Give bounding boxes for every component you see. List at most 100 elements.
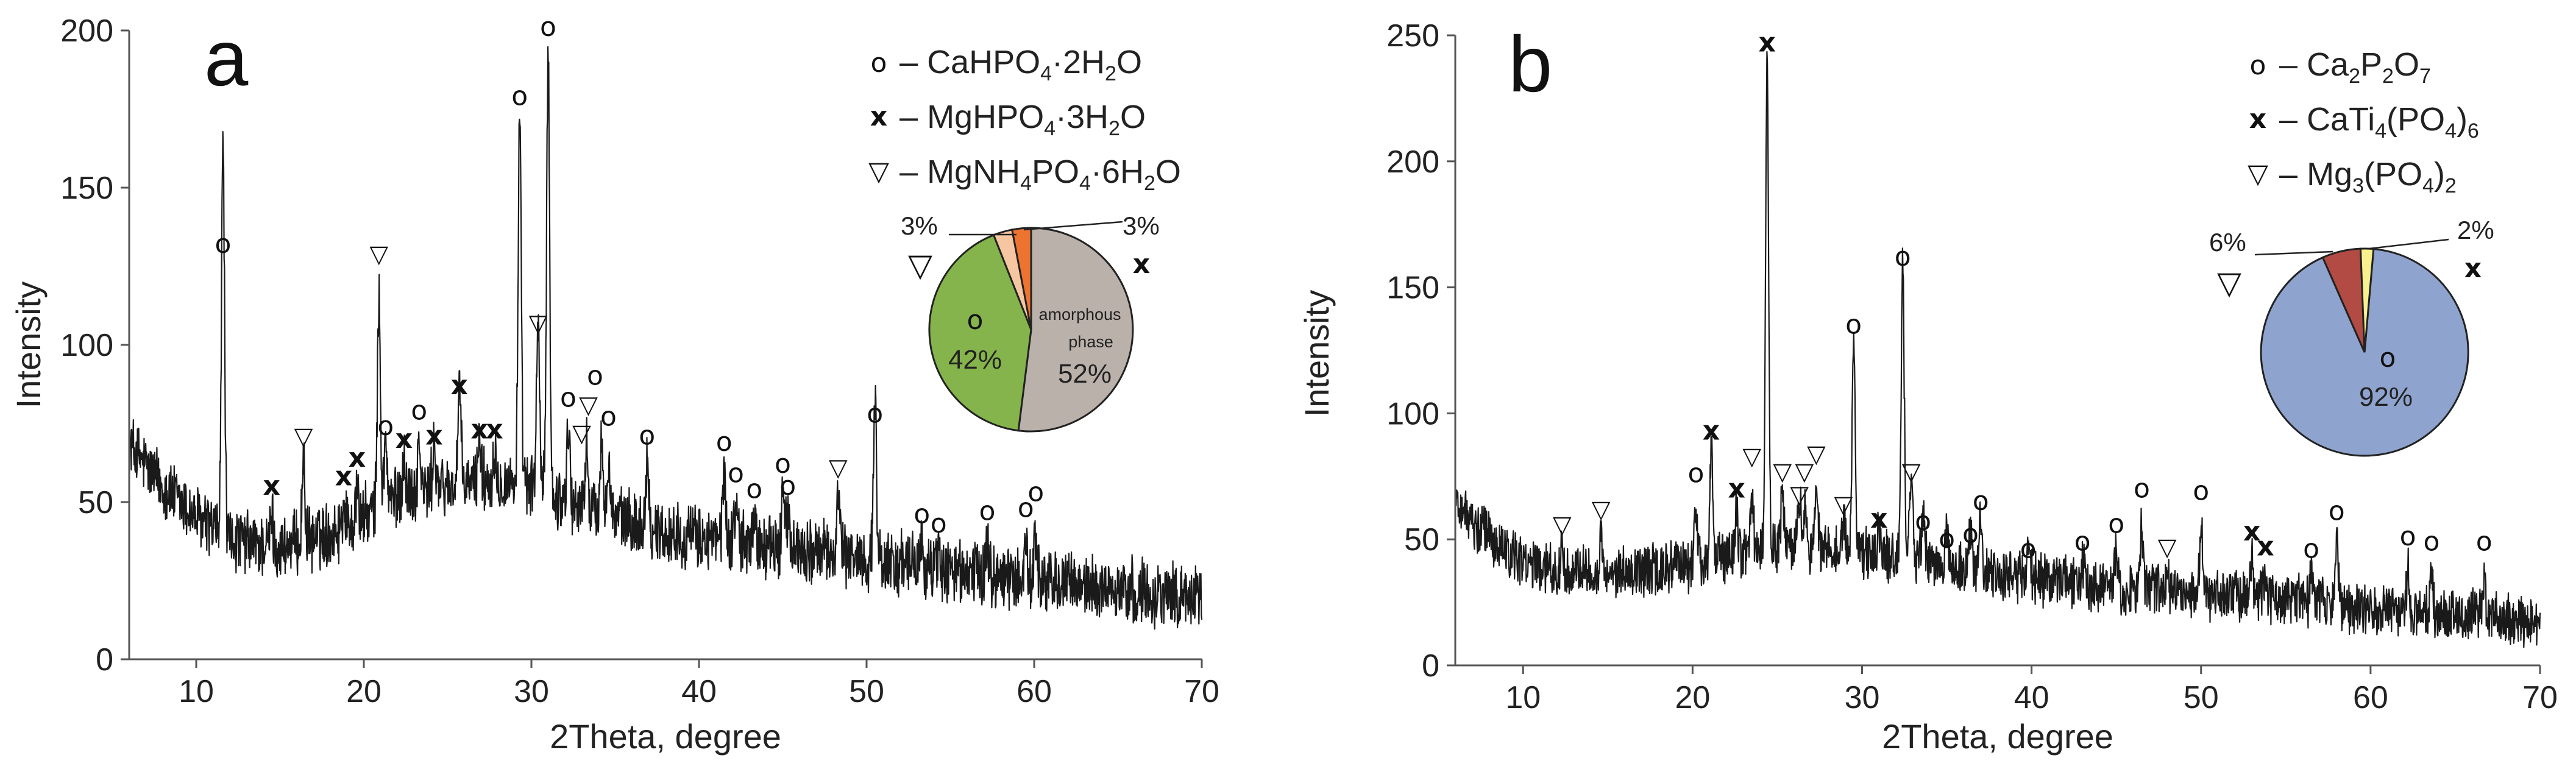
legend-a-symbol-2: x <box>870 101 887 132</box>
legend-a-symbol-3: ▽ <box>868 156 889 187</box>
legend-b-entry-3: ▽ – Mg3(PO4)2 <box>2248 156 2457 197</box>
y-ticks-a: 0 50 100 150 200 <box>60 13 129 678</box>
peak-marker-circle: o <box>914 499 930 530</box>
pie-chart-b <box>2260 247 2469 457</box>
peak-marker-circle: o <box>979 495 996 526</box>
legend-a-label-3: – MgNH4PO4·6H2O <box>899 154 1181 195</box>
x-ticks-b: 10 20 30 40 50 60 70 <box>1505 665 2558 715</box>
peak-marker-triangle: ▽ <box>1790 481 1809 509</box>
peak-marker-triangle: ▽ <box>572 419 591 447</box>
legend-b-label-3: – Mg3(PO4)2 <box>2279 156 2457 197</box>
peak-marker-triangle: ▽ <box>294 423 313 451</box>
x-tick-label: 70 <box>1184 674 1219 709</box>
peak-marker-circle: o <box>587 361 603 392</box>
pie-b-leader-left <box>2254 250 2333 256</box>
x-ticks-a: 10 20 30 40 50 60 70 <box>179 659 1219 709</box>
peak-marker-circle: o <box>560 383 577 414</box>
legend-b-symbol-2: x <box>2249 104 2266 135</box>
legend-b-symbol-3: ▽ <box>2248 158 2268 189</box>
x-tick-label: 30 <box>514 674 549 709</box>
y-tick-label: 50 <box>1404 522 1439 558</box>
x-tick-label: 60 <box>1017 674 1052 709</box>
peak-marker-cross: x <box>396 423 413 455</box>
peak-marker-triangle: ▽ <box>1807 441 1826 469</box>
pie-slice <box>1010 227 1032 330</box>
peak-marker-circle: o <box>1895 241 1911 272</box>
pie-a-leader-right <box>1023 221 1123 231</box>
peak-marker-cross: x <box>1728 473 1745 504</box>
peak-marker-circle: o <box>2193 476 2209 507</box>
pie-slice <box>1017 227 1134 433</box>
pie-a-left-pct: 3% <box>901 211 938 240</box>
pie-a-amorphous-pct: 52% <box>1058 359 1112 389</box>
legend-b-entry-2: x – CaTi4(PO4)6 <box>2249 101 2479 143</box>
pie-b-annotations: 6% 2% ▽ x o 92% <box>2209 216 2494 412</box>
pie-a-annotations: 3% 3% ▽ x amorphous phase 52% o 42% <box>901 211 1160 389</box>
peak-marker-circle: o <box>1018 492 1034 523</box>
peak-marker-triangle: ▽ <box>1592 496 1611 524</box>
pie-slice <box>928 233 1032 432</box>
peak-marker-triangle: ▽ <box>369 240 388 268</box>
peak-marker-circle: o <box>779 470 796 501</box>
x-tick-label: 20 <box>1675 680 1710 715</box>
pie-slice <box>2359 247 2375 353</box>
y-tick-label: 250 <box>1386 18 1439 54</box>
legend-b-label-2: – CaTi4(PO4)6 <box>2279 101 2479 143</box>
legend-a-label-1: – CaHPO4·2H2O <box>899 44 1142 85</box>
y-tick-label: 100 <box>60 328 113 363</box>
peak-marker-triangle: ▽ <box>1742 443 1761 471</box>
y-tick-label: 200 <box>60 13 113 49</box>
peak-marker-circle: o <box>746 473 762 505</box>
peak-marker-circle: o <box>867 398 883 430</box>
peak-marker-triangle: ▽ <box>1553 511 1572 539</box>
legend-a: o – CaHPO4·2H2O x – MgHPO4·3H2O ▽ – MgNH… <box>868 44 1181 195</box>
pie-a-right-marker: x <box>1133 249 1150 280</box>
x-tick-label: 20 <box>346 674 381 709</box>
peak-marker-circle: o <box>2424 526 2440 557</box>
pie-a-green-marker: o <box>967 305 984 336</box>
legend-a-symbol-1: o <box>871 48 887 79</box>
x-tick-label: 10 <box>179 674 214 709</box>
pie-b-leader-right <box>2369 238 2449 250</box>
peak-marker-circle: o <box>1027 477 1044 508</box>
peak-marker-circle: o <box>639 420 655 452</box>
x-tick-label: 40 <box>681 674 717 709</box>
peak-marker-circle: o <box>215 228 232 260</box>
legend-a-entry-3: ▽ – MgNH4PO4·6H2O <box>868 154 1181 195</box>
pie-slice <box>2260 247 2469 457</box>
peak-marker-triangle: ▽ <box>1834 490 1853 519</box>
pie-a-right-pct: 3% <box>1123 211 1160 240</box>
x-tick-label: 10 <box>1505 680 1541 715</box>
peak-marker-cross: x <box>263 470 280 501</box>
y-tick-label: 100 <box>1386 396 1439 431</box>
x-axis-label-a: 2Theta, degree <box>550 717 781 756</box>
peak-marker-circle: o <box>775 448 791 480</box>
legend-a-label-2: – MgHPO4·3H2O <box>899 99 1146 140</box>
peak-marker-circle: o <box>1973 486 1989 517</box>
panel-b-letter: b <box>1508 19 1552 108</box>
peak-marker-circle: o <box>1939 523 1955 554</box>
peak-marker-cross: x <box>1703 415 1720 446</box>
peak-marker-cross: x <box>1870 503 1887 534</box>
legend-a-entry-1: o – CaHPO4·2H2O <box>871 44 1142 85</box>
pie-b-main-marker: o <box>2380 342 2396 374</box>
peak-marker-circle: o <box>2074 526 2091 557</box>
panel-b: b ▽▽oxx▽x▽▽▽▽▽oxo▽oo ooo ooo▽oxx ooo o o 10 20… <box>1297 18 2558 756</box>
pie-a-amorphous-label-1: amorphous <box>1038 305 1121 324</box>
x-tick-label: 60 <box>2353 680 2388 715</box>
pie-b-main-pct: 92% <box>2359 382 2413 412</box>
pie-chart-a <box>928 227 1134 433</box>
peak-marker-triangle: ▽ <box>529 310 548 338</box>
peak-marker-cross: x <box>2257 531 2274 562</box>
y-tick-label: 150 <box>1386 271 1439 306</box>
peak-marker-cross: x <box>2243 516 2260 547</box>
peak-marker-circle: o <box>2303 534 2319 565</box>
peak-marker-circle: o <box>2020 534 2037 565</box>
xrd-pattern-b <box>1454 51 2541 648</box>
peak-marker-cross: x <box>471 414 488 445</box>
peak-marker-cross: x <box>349 442 366 473</box>
xrd-pattern-a <box>128 46 1203 630</box>
peak-marker-circle: o <box>2108 508 2124 539</box>
